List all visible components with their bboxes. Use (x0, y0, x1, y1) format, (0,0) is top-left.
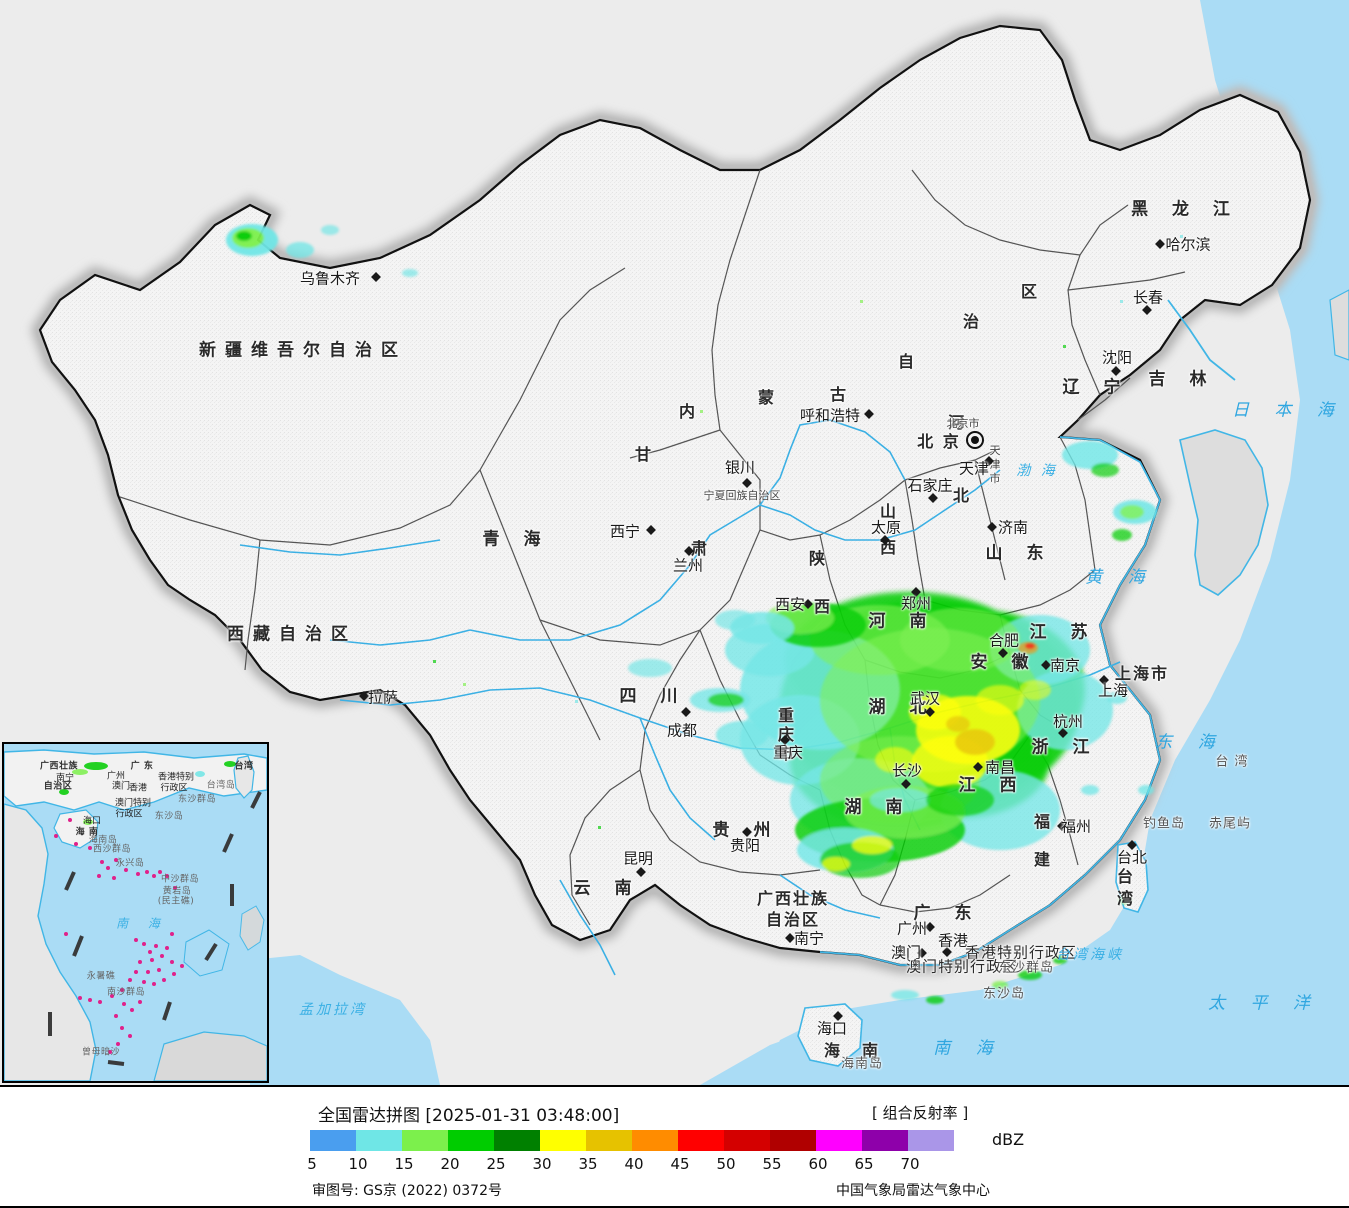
colorbar-segment-3 (448, 1130, 494, 1151)
colorbar-segment-10 (770, 1130, 816, 1151)
colorbar-segment-4 (494, 1130, 540, 1151)
colorbar-tick-15: 15 (394, 1155, 414, 1173)
colorbar-segment-13 (908, 1130, 954, 1151)
colorbar-segment-1 (356, 1130, 402, 1151)
colorbar-tick-20: 20 (440, 1155, 460, 1173)
colorbar-tick-70: 70 (900, 1155, 920, 1173)
neighbor-land (797, 289, 1349, 1067)
map-graphics (31, 0, 1349, 1085)
radar-map-panel[interactable]: 新疆维吾尔自治区 西藏自治区青 海甘肃内蒙古自治区宁夏回族自治区陕西山西河北黑 龙… (0, 0, 1349, 1085)
colorbar-tick-40: 40 (624, 1155, 644, 1173)
colorbar-tick-10: 10 (348, 1155, 368, 1173)
ocean-south (700, 960, 1349, 1085)
legend-product-type: [ 组合反射率 ] (872, 1104, 969, 1122)
colorbar-segment-7 (632, 1130, 678, 1151)
colorbar-segment-2 (402, 1130, 448, 1151)
colorbar-tick-50: 50 (716, 1155, 736, 1173)
colorbar-tick-55: 55 (762, 1155, 782, 1173)
inset-graphics (4, 744, 267, 1081)
colorbar-tick-25: 25 (486, 1155, 506, 1173)
colorbar-tick-30: 30 (532, 1155, 552, 1173)
colorbar-segment-0 (310, 1130, 356, 1151)
radar-echo-layer (226, 224, 1183, 1004)
colorbar-segment-11 (816, 1130, 862, 1151)
colorbar-unit-label: dBZ (992, 1130, 1025, 1149)
south-china-sea-inset[interactable]: 广西壮族 自治区广 东海 南台湾 南宁 广州 澳门 香港 海口 香港特别 行政区 澳门特别 行政… (2, 742, 269, 1083)
colorbar-segment-8 (678, 1130, 724, 1151)
colorbar-tick-65: 65 (854, 1155, 874, 1173)
colorbar-tick-labels: 5 10 15 20 25 30 35 40 45 50 55 60 65 70 (307, 1155, 1010, 1175)
ocean-east (760, 0, 1349, 1085)
colorbar-segment-12 (862, 1130, 908, 1151)
colorbar-segment-6 (586, 1130, 632, 1151)
legend-panel: 全国雷达拼图 [2025-01-31 03:48:00] [ 组合反射率 ] d… (0, 1085, 1349, 1208)
dbz-colorbar[interactable] (310, 1130, 954, 1151)
colorbar-tick-5: 5 (307, 1155, 317, 1173)
map-approval-number: 审图号: GS京 (2022) 0372号 (312, 1183, 502, 1199)
colorbar-tick-45: 45 (670, 1155, 690, 1173)
colorbar-tick-60: 60 (808, 1155, 828, 1173)
colorbar-segment-9 (724, 1130, 770, 1151)
legend-title: 全国雷达拼图 [2025-01-31 03:48:00] (318, 1106, 620, 1126)
issuing-organization: 中国气象局雷达气象中心 (836, 1183, 990, 1199)
colorbar-segment-5 (540, 1130, 586, 1151)
ocean-bengal (250, 955, 440, 1085)
colorbar-tick-35: 35 (578, 1155, 598, 1173)
